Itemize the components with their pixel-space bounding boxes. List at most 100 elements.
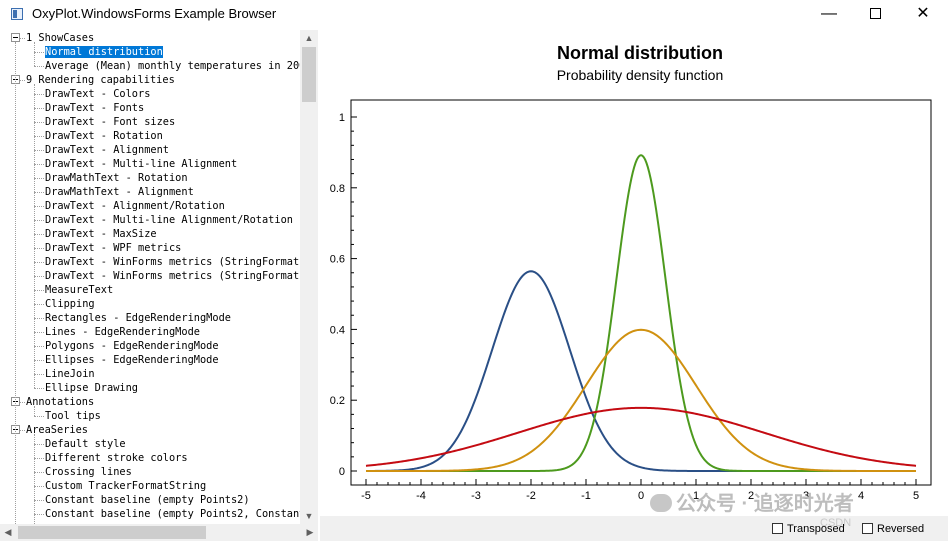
collapse-icon[interactable] xyxy=(11,33,20,42)
tree-item[interactable]: DrawText - WPF metrics xyxy=(45,241,181,255)
tree-item-label: DrawText - Fonts xyxy=(45,102,145,114)
tree-connector xyxy=(34,514,44,515)
reversed-checkbox[interactable]: Reversed xyxy=(862,522,924,536)
y-tick-label: 0 xyxy=(339,466,345,478)
x-tick-label: -3 xyxy=(471,490,481,502)
tree-item[interactable]: DrawText - Multi-line Alignment/Rotation xyxy=(45,213,293,227)
tree-item[interactable]: Lines - EdgeRenderingMode xyxy=(45,325,200,339)
tree-item-label: 9 Rendering capabilities xyxy=(26,74,175,86)
y-tick-label: 0.8 xyxy=(330,183,345,195)
tree-vertical-scrollbar[interactable]: ▲ ▼ xyxy=(300,30,318,524)
tree-connector xyxy=(34,248,44,249)
tree-item[interactable]: DrawMathText - Alignment xyxy=(45,185,194,199)
tree-item-label: Polygons - EdgeRenderingMode xyxy=(45,340,219,352)
tree-item-label: Ellipses - EdgeRenderingMode xyxy=(45,354,219,366)
tree-item-label: Average (Mean) monthly temperatures in 2… xyxy=(45,60,312,72)
tree-connector xyxy=(15,42,16,524)
tree-horizontal-scrollbar[interactable]: ◀ ▶ xyxy=(0,524,318,541)
tree-item[interactable]: Clipping xyxy=(45,297,95,311)
tree-item[interactable]: DrawText - WinForms metrics (StringForma… xyxy=(45,269,318,283)
scroll-thumb-horizontal[interactable] xyxy=(18,526,206,539)
x-tick-label: -5 xyxy=(361,490,371,502)
tree-item-label: DrawText - Colors xyxy=(45,88,151,100)
tree-connector xyxy=(34,122,44,123)
tree-item[interactable]: Normal distribution xyxy=(44,45,164,59)
tree-item[interactable]: Different stroke colors xyxy=(45,451,188,465)
series-line xyxy=(366,154,916,472)
tree-item[interactable]: DrawText - Fonts xyxy=(45,101,144,115)
tree-connector xyxy=(34,434,35,524)
tree-item[interactable]: DrawText - Alignment xyxy=(45,143,169,157)
plot-view[interactable]: Normal distribution Probability density … xyxy=(320,30,948,516)
tree-item[interactable]: MeasureText xyxy=(45,283,113,297)
tree-item[interactable]: DrawText - WinForms metrics (StringForma… xyxy=(45,255,318,269)
tree-item[interactable]: Rectangles - EdgeRenderingMode xyxy=(45,311,231,325)
tree-connector xyxy=(34,406,35,416)
example-tree[interactable]: 1 ShowCases Normal distribution Average (M… xyxy=(0,30,318,524)
checkbox-icon xyxy=(862,523,873,534)
tree-item-label: DrawText - WinForms metrics (StringForma… xyxy=(45,256,318,268)
tree-item[interactable]: LineJoin xyxy=(45,367,95,381)
x-tick-label: -2 xyxy=(526,490,536,502)
scroll-right-icon[interactable]: ▶ xyxy=(306,527,314,537)
watermark-text: 公众号 · 追逐时光者 xyxy=(676,493,854,515)
tree-item-label: DrawMathText - Alignment xyxy=(45,186,194,198)
tree-item[interactable]: DrawText - Rotation xyxy=(45,129,163,143)
tree-item[interactable]: DrawText - Alignment/Rotation xyxy=(45,199,225,213)
x-tick-label: 1 xyxy=(693,490,699,502)
scroll-left-icon[interactable]: ◀ xyxy=(4,527,12,537)
tree-item[interactable]: DrawMathText - Rotation xyxy=(45,171,188,185)
tree-connector xyxy=(34,304,44,305)
tree-connector xyxy=(34,290,44,291)
tree-item-label: Custom TrackerFormatString xyxy=(45,480,207,492)
tree-connector xyxy=(34,332,44,333)
tree-connector xyxy=(34,416,44,417)
series-line xyxy=(365,406,917,467)
tree-item[interactable]: Default style xyxy=(45,437,126,451)
y-tick-label: 1 xyxy=(339,112,345,124)
options-bar: Transposed Reversed xyxy=(320,516,948,541)
scroll-thumb[interactable] xyxy=(302,47,316,102)
tree-item[interactable]: DrawText - Colors xyxy=(45,87,150,101)
tree-item-label: Clipping xyxy=(45,298,95,310)
tree-item[interactable]: Ellipses - EdgeRenderingMode xyxy=(45,353,219,367)
tree-connector xyxy=(34,94,44,95)
tree-connector xyxy=(20,80,25,81)
tree-connector xyxy=(34,486,44,487)
tree-item[interactable]: DrawText - Font sizes xyxy=(45,115,175,129)
minimize-button[interactable]: — xyxy=(821,5,837,22)
tree-item-label: MeasureText xyxy=(45,284,114,296)
tree-group[interactable]: AreaSeries xyxy=(26,423,88,437)
tree-item[interactable]: DrawText - Multi-line Alignment xyxy=(45,157,237,171)
tree-group[interactable]: 9 Rendering capabilities xyxy=(26,73,175,87)
close-button[interactable]: ✕ xyxy=(916,5,930,22)
tree-connector xyxy=(34,262,44,263)
tree-group[interactable]: 1 ShowCases xyxy=(26,31,94,45)
scroll-up-icon[interactable]: ▲ xyxy=(304,33,314,43)
tree-item[interactable]: Tool tips xyxy=(45,409,101,423)
tree-group[interactable]: Annotations xyxy=(26,395,94,409)
maximize-button[interactable] xyxy=(852,0,898,30)
tree-item-label: DrawText - MaxSize xyxy=(45,228,157,240)
transposed-checkbox[interactable]: Transposed xyxy=(772,522,845,536)
tree-item[interactable]: Crossing lines xyxy=(45,465,132,479)
tree-connector xyxy=(34,276,44,277)
series-line xyxy=(366,328,916,472)
tree-item[interactable]: Custom TrackerFormatString xyxy=(45,479,206,493)
tree-item-label: 1 ShowCases xyxy=(26,32,95,44)
tree-item[interactable]: Average (Mean) monthly temperatures in 2… xyxy=(45,59,312,73)
tree-item[interactable]: Constant baseline (empty Points2) xyxy=(45,493,250,507)
tree-connector xyxy=(34,52,44,53)
tree-item-label: DrawText - Font sizes xyxy=(45,116,176,128)
tree-item[interactable]: Ellipse Drawing xyxy=(45,381,138,395)
chart-svg: Normal distribution Probability density … xyxy=(330,43,932,502)
tree-connector xyxy=(34,42,35,66)
scroll-down-icon[interactable]: ▼ xyxy=(304,511,314,521)
plot-area-frame xyxy=(350,99,932,486)
tree-item-label: DrawText - Alignment xyxy=(45,144,169,156)
x-tick-label: 5 xyxy=(913,490,919,502)
tree-item[interactable]: Constant baseline (empty Points2, Consta… xyxy=(45,507,318,521)
tree-item[interactable]: Polygons - EdgeRenderingMode xyxy=(45,339,219,353)
tree-item-label: Different stroke colors xyxy=(45,452,188,464)
tree-item[interactable]: DrawText - MaxSize xyxy=(45,227,157,241)
